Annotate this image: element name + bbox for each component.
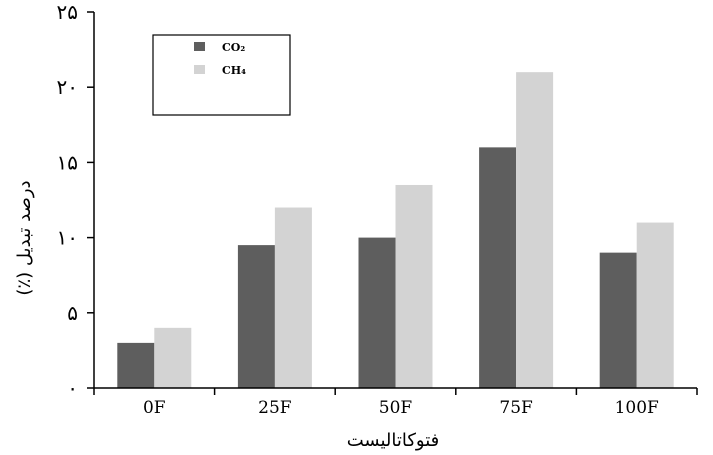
y-tick-label: ۵ [67,301,78,325]
bar-ch4-75f [516,72,554,388]
y-tick-label: ١۵ [57,150,78,174]
bar-co2-25f [237,245,275,388]
legend-label-co2: CO₂ [222,41,245,54]
y-tick-label: ٢٠ [57,75,78,99]
bar-ch4-25f [274,207,312,388]
axes-layer: ٠ ۵ ١٠ ١۵ ٢٠ ٢۵ 0F 25F 50F 75F 100F [57,0,698,418]
y-tick-label: ٠ [67,376,78,400]
legend-swatch-ch4 [194,65,205,74]
x-axis-title: فتوکاتالیست [347,430,440,451]
bar-co2-100f [599,252,637,388]
x-tick-label: 100F [615,398,659,418]
legend: CO₂ CH₄ [152,34,291,116]
bar-ch4-0f [154,327,192,388]
x-tick-label: 25F [258,398,292,418]
legend-label-ch4: CH₄ [222,64,246,77]
x-tick-label: 0F [143,398,166,418]
bar-co2-50f [358,237,396,388]
x-tick-label: 50F [379,398,413,418]
y-tick-label: ٢۵ [57,0,78,24]
y-axis-title: درصد تبدیل (٪) [14,180,35,295]
x-tick-label: 75F [499,398,533,418]
legend-box [152,34,291,116]
bar-ch4-100f [636,222,674,388]
bars-layer [117,72,674,388]
y-tick-label: ١٠ [57,226,78,250]
legend-swatch-co2 [194,42,205,51]
bar-co2-0f [117,342,155,388]
bar-co2-75f [479,147,517,388]
bar-ch4-50f [395,184,433,388]
